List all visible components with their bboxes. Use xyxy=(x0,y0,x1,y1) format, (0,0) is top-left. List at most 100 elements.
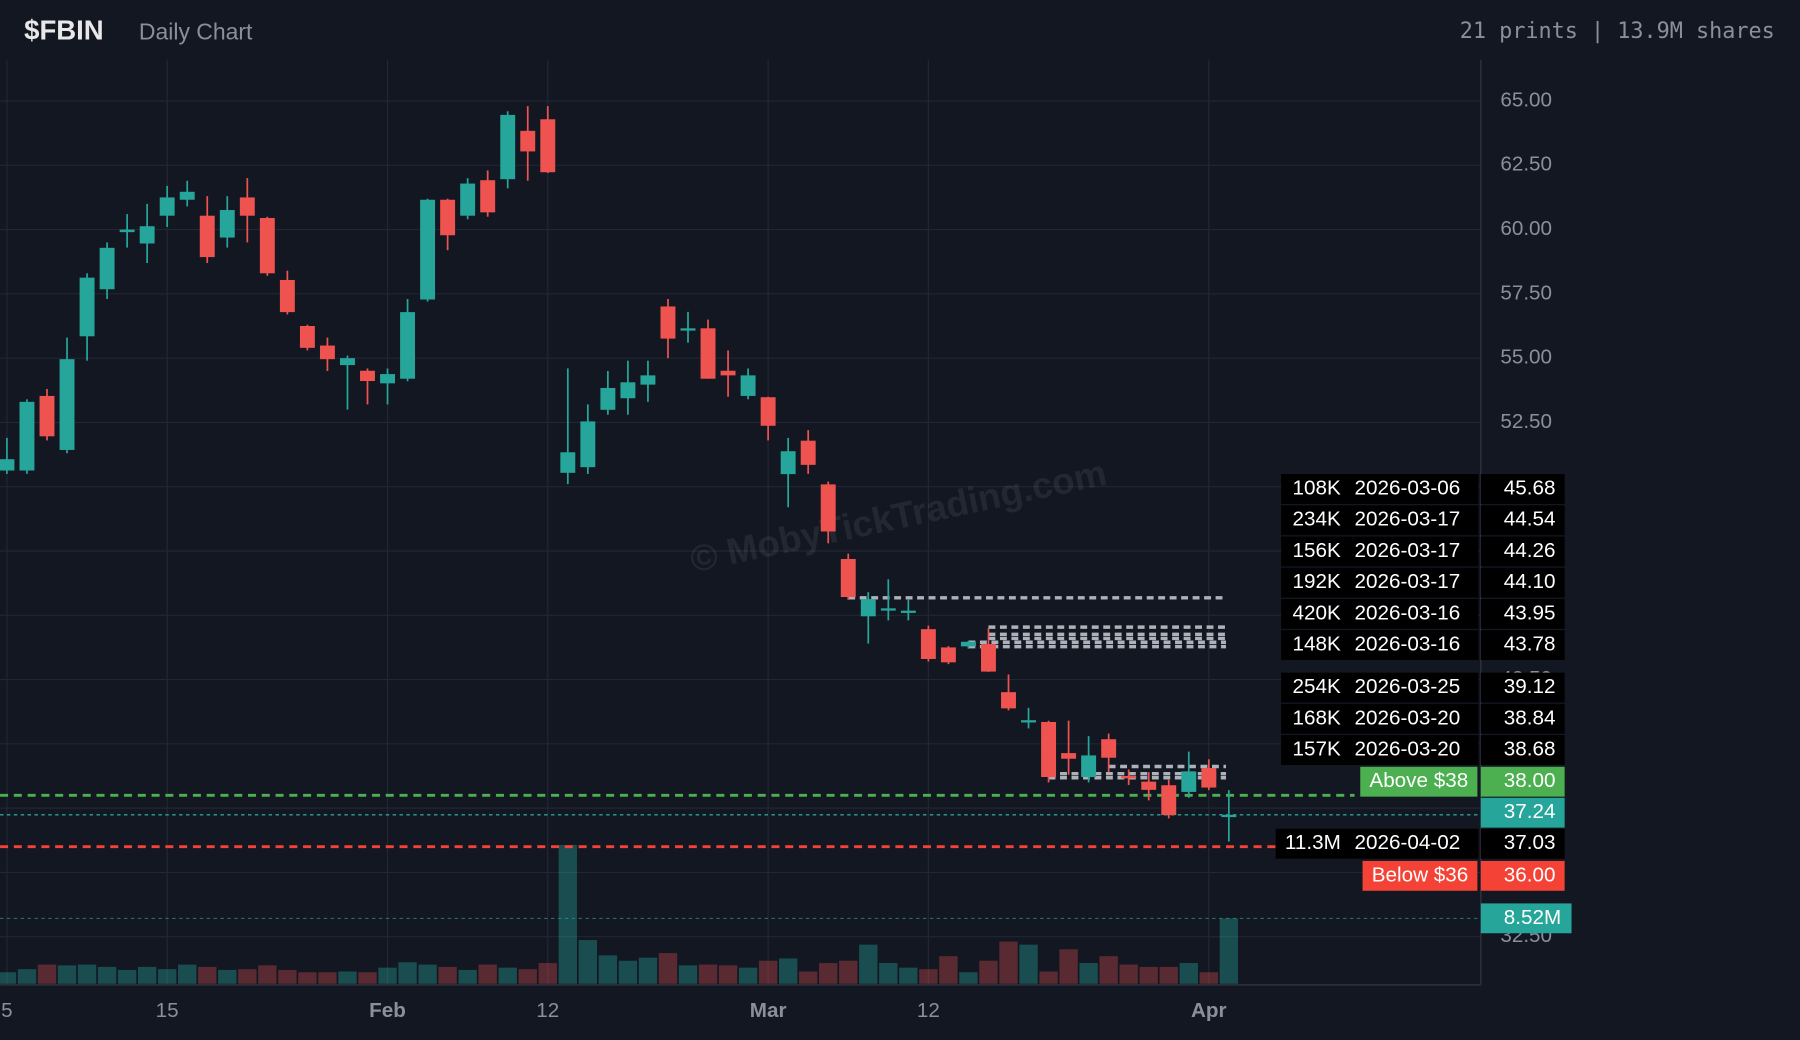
volume-bar xyxy=(879,963,898,984)
candle-body xyxy=(940,647,956,663)
volume-bar xyxy=(17,969,37,984)
volume-bar xyxy=(1059,949,1078,984)
volume-bar xyxy=(318,972,337,984)
x-tick-label: Apr xyxy=(1191,999,1227,1022)
candle-body xyxy=(460,183,476,216)
volume-bar xyxy=(518,969,537,984)
candle-body xyxy=(720,370,736,376)
print-price: 44.26 xyxy=(1504,539,1556,562)
print-price-box xyxy=(1480,474,1565,504)
print-date: 2026-03-17 xyxy=(1355,508,1461,531)
volume-bar xyxy=(137,966,157,984)
volume-bar xyxy=(458,969,477,984)
volume-bar xyxy=(999,941,1018,984)
candle-body xyxy=(420,199,436,300)
candle-body xyxy=(740,375,756,396)
candle-body xyxy=(560,452,576,473)
last-price-box xyxy=(1480,797,1565,828)
annotation: 21 prints | 13.9M shares xyxy=(1460,19,1775,44)
level-box xyxy=(1360,766,1478,797)
print-price: 43.78 xyxy=(1504,633,1556,656)
volume-bar xyxy=(97,966,117,984)
candle-body xyxy=(1041,721,1057,778)
print-box xyxy=(1281,567,1479,598)
candle-body xyxy=(0,459,15,471)
candle-body xyxy=(380,374,395,384)
candle-body xyxy=(139,226,155,244)
candle-body xyxy=(279,279,295,313)
volume-bar xyxy=(218,969,237,984)
print-size: 254K xyxy=(1293,675,1341,698)
candle-body xyxy=(840,558,856,598)
x-tick-label: Feb xyxy=(369,999,406,1022)
volume-bar xyxy=(57,965,77,984)
print-date: 2026-03-17 xyxy=(1355,539,1461,562)
last-price-label: 37.24 xyxy=(1504,800,1556,823)
candle-body xyxy=(1021,720,1036,723)
print-date: 2026-04-02 xyxy=(1355,831,1461,854)
volume-bar xyxy=(1139,966,1158,984)
candle-body xyxy=(540,119,556,173)
volume-bar xyxy=(0,972,17,984)
candle-body xyxy=(239,197,255,216)
volume-bar xyxy=(718,965,738,984)
print-box xyxy=(1275,828,1479,859)
print-price-box xyxy=(1480,630,1565,661)
print-price: 37.03 xyxy=(1504,831,1556,854)
volume-bar xyxy=(618,960,638,984)
y-tick-label: 57.50 xyxy=(1500,281,1552,304)
candle-body xyxy=(860,599,876,617)
print-price-box xyxy=(1480,703,1565,734)
volume-bar xyxy=(939,956,958,984)
print-box xyxy=(1281,598,1479,629)
candle-body xyxy=(600,387,616,410)
volume-bar xyxy=(158,969,177,984)
level-box xyxy=(1362,860,1478,891)
candle-body xyxy=(1181,771,1197,792)
print-size: 156K xyxy=(1293,539,1341,562)
y-tick-label: 52.50 xyxy=(1500,410,1552,433)
candle-body xyxy=(199,215,215,258)
volume-bar xyxy=(198,966,217,984)
candle-body xyxy=(800,440,816,465)
print-price: 44.54 xyxy=(1504,508,1556,531)
volume-bar xyxy=(498,967,517,984)
candle-body xyxy=(440,199,456,236)
candle-body xyxy=(620,382,636,399)
volume-bar xyxy=(578,940,598,984)
print-price-box xyxy=(1480,828,1565,859)
print-price: 44.10 xyxy=(1504,570,1556,593)
volume-bar xyxy=(1099,956,1118,984)
volume-bar xyxy=(418,964,437,984)
y-tick-label: 62.50 xyxy=(1500,153,1552,176)
level-label: Below $36 xyxy=(1372,863,1468,886)
x-tick-label: 5 xyxy=(1,999,13,1022)
volume-bar xyxy=(698,964,718,984)
print-price: 45.68 xyxy=(1504,476,1556,499)
print-price-box xyxy=(1480,598,1565,629)
candle-body xyxy=(219,210,235,238)
volume-bar xyxy=(819,963,838,984)
candle-body xyxy=(1081,755,1097,778)
candle-body xyxy=(179,191,195,200)
y-tick-label: 65.00 xyxy=(1500,88,1552,111)
volume-bar xyxy=(278,969,297,984)
candle-body xyxy=(1121,775,1137,779)
print-size: 11.3M xyxy=(1285,831,1341,854)
print-date: 2026-03-25 xyxy=(1355,675,1461,698)
chart-title: $FBIN xyxy=(24,14,104,45)
candle-body xyxy=(680,328,696,331)
x-tick-label: 15 xyxy=(156,999,179,1022)
volume-bar xyxy=(839,960,858,984)
candle-body xyxy=(19,401,35,471)
candle-body xyxy=(1201,768,1217,788)
level-price: 36.00 xyxy=(1504,863,1556,886)
candle-body xyxy=(480,180,496,213)
volume-bar xyxy=(558,844,577,984)
volume-bar xyxy=(919,969,938,984)
volume-bar xyxy=(899,967,918,984)
candle-body xyxy=(1141,781,1157,790)
print-date: 2026-03-17 xyxy=(1355,570,1461,593)
candle-body xyxy=(79,277,95,337)
volume-bar xyxy=(1019,944,1038,984)
